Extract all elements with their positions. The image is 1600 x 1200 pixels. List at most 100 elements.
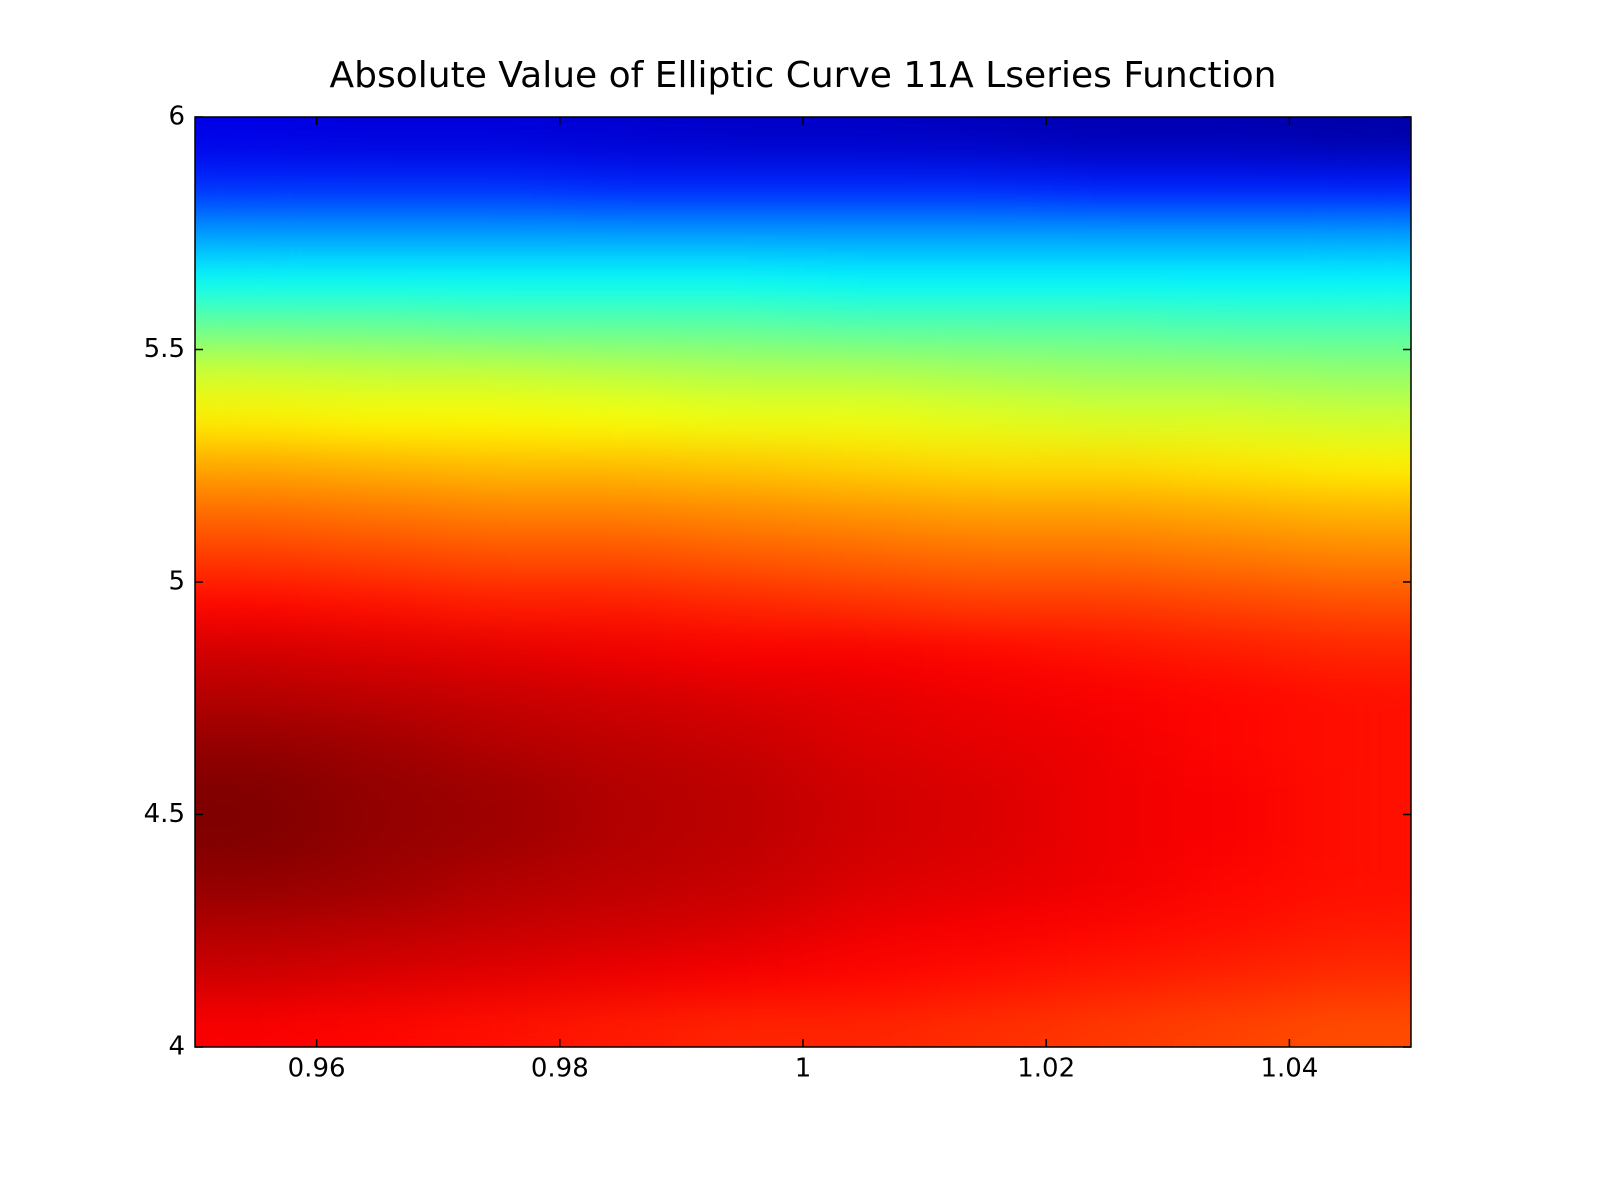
heatmap-cell [803, 442, 926, 490]
heatmap-cell [559, 628, 682, 676]
heatmap-cell [316, 489, 439, 536]
heatmap-cell [1289, 210, 1411, 257]
heatmap-cell [1289, 256, 1411, 304]
heatmap-cell [195, 256, 318, 304]
heatmap-cell [1289, 907, 1411, 955]
heatmap-cell [1167, 628, 1290, 676]
heatmap-cell [438, 396, 561, 443]
heatmap-cell [681, 861, 804, 908]
heatmap-cell [924, 721, 1047, 769]
y-tick-label: 4.5 [144, 799, 185, 829]
heatmap-cell [1289, 117, 1411, 164]
heatmap-cell [1167, 954, 1290, 1001]
heatmap-cell [559, 675, 682, 722]
heatmap-cell [681, 768, 804, 815]
heatmap-cell [924, 349, 1047, 397]
heatmap-cell [803, 907, 926, 955]
heatmap-cell [195, 535, 318, 583]
heatmap-cell [559, 396, 682, 443]
heatmap-cell [681, 907, 804, 955]
heatmap-cell [1167, 1000, 1290, 1047]
heatmap-cell [803, 861, 926, 908]
heatmap-cell [438, 768, 561, 815]
heatmap-cell [316, 535, 439, 583]
heatmap-cell [681, 489, 804, 536]
heatmap-cell [1167, 349, 1290, 397]
heatmap-cell [559, 442, 682, 490]
heatmap-cell [924, 1000, 1047, 1047]
heatmap-cell [316, 768, 439, 815]
heatmap-cell [438, 814, 561, 862]
heatmap-cell [803, 814, 926, 862]
heatmap-cell [559, 954, 682, 1001]
heatmap-cell [924, 861, 1047, 908]
heatmap-cell [1167, 303, 1290, 350]
heatmap-cell [1289, 582, 1411, 629]
heatmap-cell [1046, 861, 1169, 908]
heatmap-cell [438, 117, 561, 164]
heatmap-cell [195, 628, 318, 676]
heatmap-cell [1046, 954, 1169, 1001]
heatmap-cell [1046, 814, 1169, 862]
heatmap-cell [681, 814, 804, 862]
heatmap-cell [438, 721, 561, 769]
heatmap-cell [1046, 117, 1169, 164]
heatmap-cell [1289, 1000, 1411, 1047]
heatmap-cell [924, 256, 1047, 304]
heatmap-cell [681, 163, 804, 211]
heatmap-cell [316, 954, 439, 1001]
heatmap-cell [681, 675, 804, 722]
heatmap-cell [1046, 163, 1169, 211]
heatmap-cell [1289, 303, 1411, 350]
heatmap-cell [803, 535, 926, 583]
heatmap-cell [1167, 489, 1290, 536]
heatmap-cell [681, 256, 804, 304]
heatmap-cell [681, 721, 804, 769]
heatmap-cell [195, 442, 318, 490]
heatmap-cell [316, 349, 439, 397]
heatmap-cell [195, 954, 318, 1001]
heatmap-cell [559, 814, 682, 862]
heatmap-cell [1046, 768, 1169, 815]
heatmap-cell [924, 535, 1047, 583]
heatmap-cell [195, 117, 318, 164]
heatmap-cell [316, 396, 439, 443]
heatmap-cell [438, 210, 561, 257]
heatmap-cell [559, 163, 682, 211]
heatmap-cell [316, 117, 439, 164]
heatmap-cell [195, 489, 318, 536]
heatmap-cell [316, 442, 439, 490]
heatmap-cell [1167, 675, 1290, 722]
heatmap-cell [559, 907, 682, 955]
heatmap-cell [803, 303, 926, 350]
x-tick-label: 0.98 [531, 1054, 589, 1084]
heatmap-cell [1046, 628, 1169, 676]
heatmap-cell [803, 768, 926, 815]
heatmap-cell [924, 628, 1047, 676]
heatmap-cell [438, 1000, 561, 1047]
heatmap-cell [316, 256, 439, 304]
heatmap-cell [1046, 489, 1169, 536]
heatmap-cell [1046, 210, 1169, 257]
heatmap-cell [559, 535, 682, 583]
heatmap-cell [681, 349, 804, 397]
heatmap-cell [195, 582, 318, 629]
heatmap-cell [681, 628, 804, 676]
heatmap-cell [438, 349, 561, 397]
heatmap-cell [924, 814, 1047, 862]
heatmap-cell [1167, 814, 1290, 862]
y-tick-label: 5.5 [144, 334, 185, 364]
heatmap-cell [803, 349, 926, 397]
heatmap-cell [438, 954, 561, 1001]
heatmap-cell [316, 675, 439, 722]
heatmap-cell [438, 256, 561, 304]
heatmap-cell [559, 721, 682, 769]
heatmap-cell [316, 907, 439, 955]
heatmap-cell [803, 256, 926, 304]
heatmap-cell [924, 489, 1047, 536]
ticks: 0.96 0.98 1 1.02 1.04 4 4.5 5 5.5 6 [144, 102, 1411, 1084]
heatmap-cell [195, 814, 318, 862]
heatmap-cell [1289, 768, 1411, 815]
heatmap-cell [195, 721, 318, 769]
heatmap-cell [438, 907, 561, 955]
